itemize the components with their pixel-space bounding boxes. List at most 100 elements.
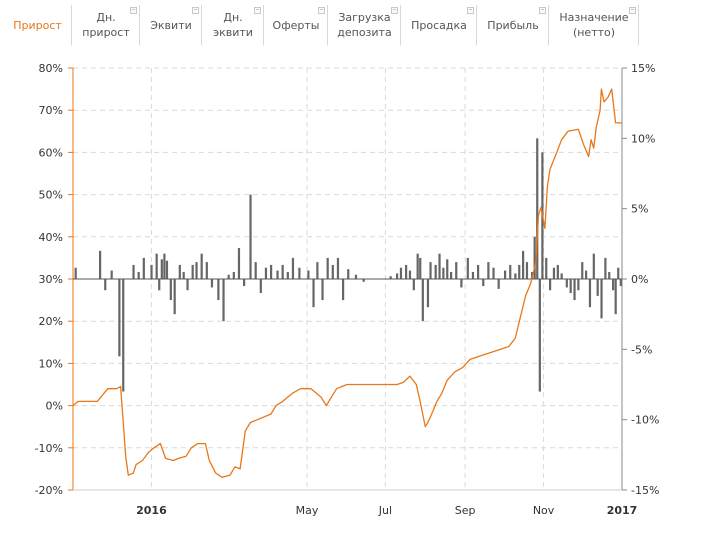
bar-mark bbox=[173, 279, 176, 315]
bar-mark bbox=[405, 264, 408, 279]
tab-drawdown[interactable]: Просадка bbox=[401, 5, 477, 45]
bar-mark bbox=[254, 262, 257, 279]
bar-mark bbox=[281, 264, 284, 279]
minimize-icon bbox=[130, 7, 137, 14]
tab-label: Эквити bbox=[150, 18, 192, 32]
bar-mark bbox=[446, 259, 449, 279]
right-tick-label: -5% bbox=[631, 343, 652, 356]
bar-mark bbox=[408, 270, 412, 279]
bar-mark bbox=[195, 262, 198, 279]
bar-mark bbox=[455, 262, 458, 279]
bar-mark bbox=[312, 279, 315, 308]
x-tick-label: Jul bbox=[378, 504, 392, 517]
tab-purpose-net[interactable]: Назначение (нетто) bbox=[549, 5, 639, 45]
bar-mark bbox=[342, 279, 345, 301]
bar-mark bbox=[316, 262, 319, 279]
x-tick-label: 2017 bbox=[607, 504, 638, 517]
minimize-icon bbox=[539, 7, 546, 14]
bar-mark bbox=[466, 257, 469, 279]
bar-mark bbox=[259, 279, 262, 294]
bar-mark bbox=[186, 279, 189, 291]
left-tick-label: 40% bbox=[39, 231, 63, 244]
bar-mark bbox=[412, 279, 415, 291]
bar-mark bbox=[362, 279, 365, 282]
bar-mark bbox=[556, 264, 559, 279]
bar-mark bbox=[74, 267, 77, 279]
bar-mark bbox=[460, 279, 463, 288]
minimize-icon bbox=[391, 7, 398, 14]
tab-separator bbox=[71, 5, 72, 45]
bar-mark bbox=[600, 279, 603, 319]
bar-mark bbox=[243, 279, 246, 287]
bar-mark bbox=[137, 271, 140, 279]
x-tick-label: May bbox=[296, 504, 319, 517]
bar-mark bbox=[142, 257, 145, 279]
bar-mark bbox=[617, 267, 620, 279]
left-tick-label: 50% bbox=[39, 189, 63, 202]
bar-mark bbox=[347, 269, 350, 279]
tab-daily-equity[interactable]: Дн. эквити bbox=[202, 5, 264, 45]
bar-mark bbox=[514, 273, 517, 279]
tab-daily-growth[interactable]: Дн. прирост bbox=[72, 5, 140, 45]
tab-offers[interactable]: Оферты bbox=[264, 5, 328, 45]
bar-mark bbox=[608, 271, 611, 279]
bar-mark bbox=[104, 279, 107, 291]
tab-label: Прибыль bbox=[487, 18, 539, 32]
tab-label: Просадка bbox=[411, 18, 467, 32]
bar-mark bbox=[434, 264, 437, 279]
tab-separator bbox=[139, 5, 140, 45]
bar-mark bbox=[205, 262, 208, 279]
bar-mark bbox=[270, 264, 273, 279]
tab-growth[interactable]: Прирост bbox=[3, 5, 72, 45]
bar-mark bbox=[232, 271, 235, 279]
minimize-icon bbox=[254, 7, 261, 14]
bar-mark bbox=[110, 270, 113, 279]
bar-mark bbox=[533, 236, 536, 279]
left-tick-label: 20% bbox=[39, 315, 63, 328]
tab-profit[interactable]: Прибыль bbox=[477, 5, 549, 45]
tab-separator bbox=[638, 5, 639, 45]
minimize-icon bbox=[629, 7, 636, 14]
bar-mark bbox=[331, 264, 334, 279]
tab-label: Дн. эквити bbox=[213, 11, 253, 39]
left-tick-label: 70% bbox=[39, 104, 63, 117]
right-tick-label: 15% bbox=[631, 62, 655, 75]
bar-mark bbox=[471, 271, 475, 279]
minimize-icon bbox=[467, 7, 474, 14]
bar-mark bbox=[354, 274, 358, 279]
bar-mark bbox=[509, 264, 512, 279]
bar-mark bbox=[396, 273, 399, 279]
bar-mark bbox=[276, 270, 279, 279]
chart-tabs: Прирост Дн. прирост Эквити Дн. эквити Оферты… bbox=[0, 0, 714, 46]
tab-separator bbox=[400, 5, 401, 45]
bar-mark bbox=[497, 279, 500, 289]
bar-mark bbox=[163, 253, 166, 279]
bar-mark bbox=[99, 250, 102, 279]
bar-mark bbox=[210, 279, 214, 288]
tab-deposit-load[interactable]: Загрузка депозита bbox=[328, 5, 401, 45]
tab-label: Прирост bbox=[13, 18, 62, 32]
bar-mark bbox=[581, 262, 584, 279]
bar-mark bbox=[565, 279, 568, 288]
bar-mark bbox=[450, 271, 453, 279]
tab-equity[interactable]: Эквити bbox=[140, 5, 202, 45]
bar-mark bbox=[426, 279, 430, 308]
bar-mark bbox=[191, 264, 194, 279]
tab-label: Загрузка депозита bbox=[337, 11, 392, 39]
bar-mark bbox=[158, 279, 161, 291]
bar-mark bbox=[614, 279, 617, 315]
x-tick-label: Sep bbox=[455, 504, 476, 517]
bar-mark bbox=[160, 259, 163, 279]
left-tick-label: 10% bbox=[39, 357, 63, 370]
bar-mark bbox=[286, 271, 289, 279]
right-tick-label: 5% bbox=[631, 203, 648, 216]
bar-mark bbox=[569, 279, 572, 294]
bar-mark bbox=[399, 267, 403, 279]
bar-mark bbox=[552, 267, 556, 279]
bar-mark bbox=[200, 253, 203, 279]
right-tick-label: 0% bbox=[631, 273, 648, 286]
bar-mark bbox=[291, 257, 295, 279]
bar-mark bbox=[178, 264, 181, 279]
tab-label: Дн. прирост bbox=[82, 11, 130, 39]
bar-mark bbox=[321, 279, 324, 301]
